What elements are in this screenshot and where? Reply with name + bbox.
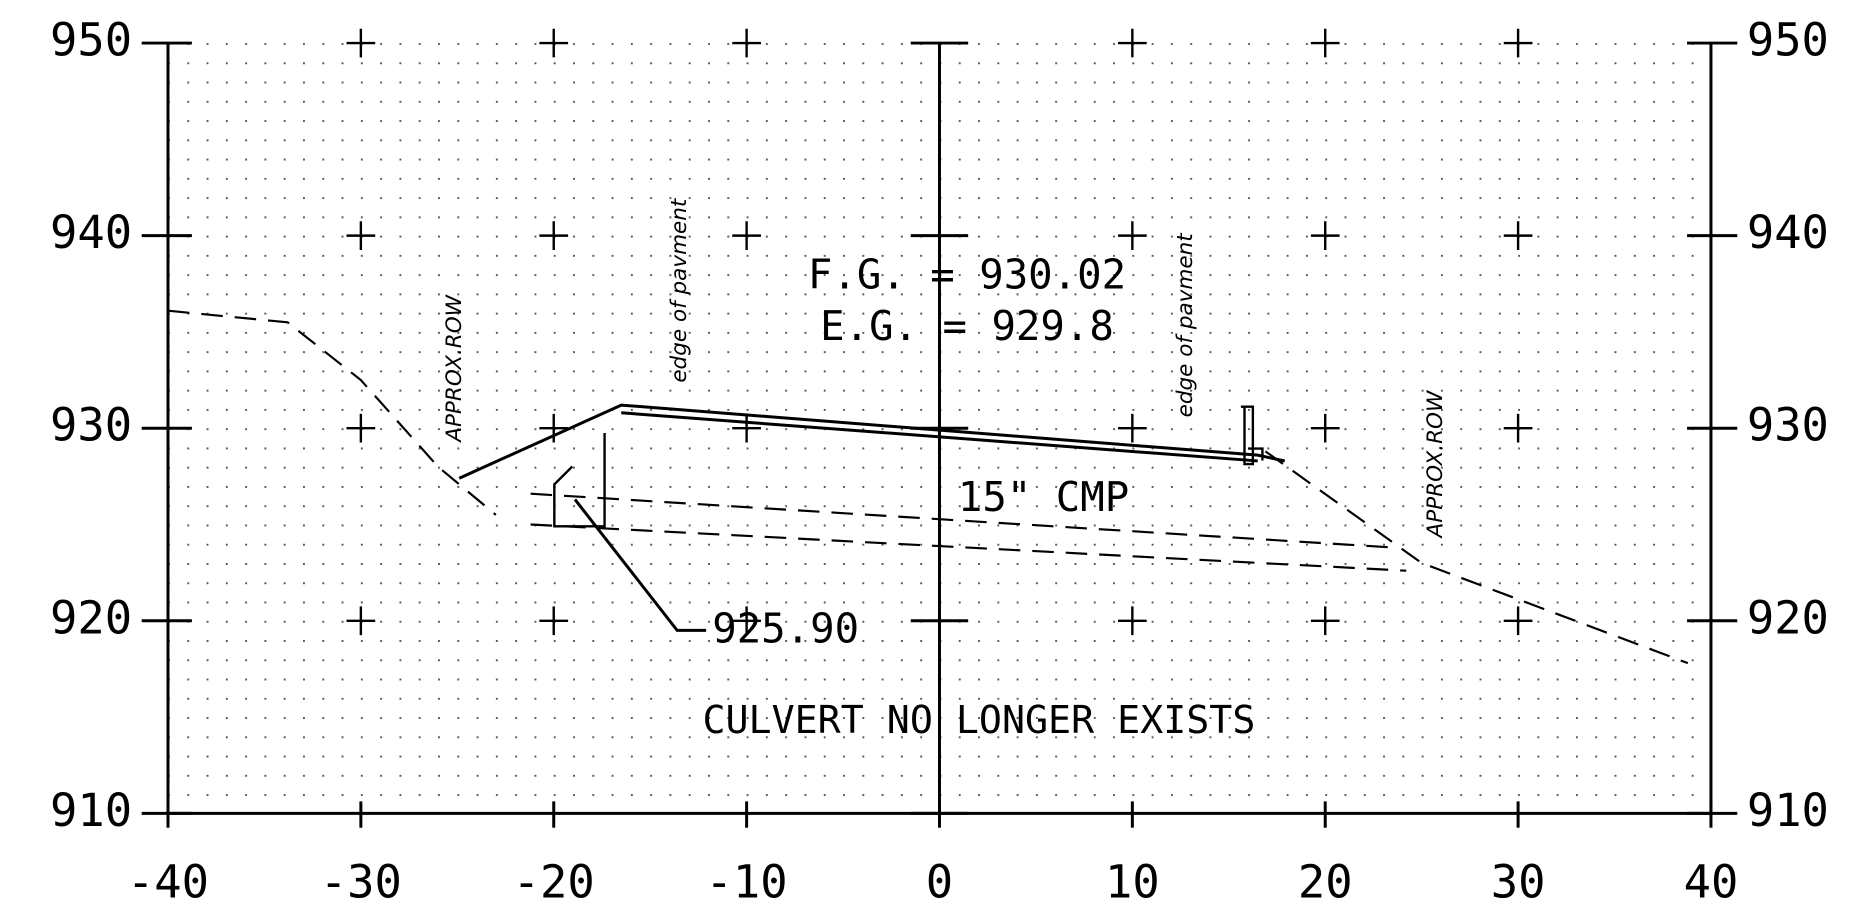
x-tick-label: -40 bbox=[127, 856, 209, 909]
annotation: edge of pavment bbox=[667, 197, 692, 383]
grid-cross bbox=[732, 221, 761, 250]
grid-cross bbox=[732, 606, 761, 636]
grid-cross bbox=[1310, 28, 1340, 58]
x-tick-label: 40 bbox=[1684, 856, 1739, 909]
grid-cross bbox=[346, 413, 376, 443]
grid-cross bbox=[732, 28, 761, 58]
y-tick-label: 940 bbox=[1747, 206, 1829, 259]
profile-line bbox=[530, 523, 1407, 572]
x-tick-label: 30 bbox=[1491, 856, 1546, 909]
profile-line bbox=[1264, 450, 1689, 665]
x-tick-label: 20 bbox=[1298, 856, 1353, 909]
annotation: APPROX.ROW bbox=[1423, 390, 1448, 539]
annotation: 15" CMP bbox=[958, 473, 1129, 521]
profile-line bbox=[573, 498, 707, 632]
grid-cross bbox=[1503, 606, 1533, 636]
grid-cross bbox=[539, 606, 569, 636]
y-tick-label: 910 bbox=[50, 784, 132, 837]
annotation: APPROX.ROW bbox=[442, 294, 467, 443]
grid-cross bbox=[346, 606, 376, 636]
profile-line bbox=[167, 309, 497, 516]
y-tick-label: 950 bbox=[50, 14, 132, 67]
grid-cross bbox=[539, 413, 569, 443]
y-tick-label: 950 bbox=[1747, 14, 1829, 67]
profile-line bbox=[621, 411, 1258, 463]
grid-cross bbox=[346, 221, 376, 250]
x-tick-label: 0 bbox=[926, 856, 953, 909]
grid-cross bbox=[1117, 413, 1147, 443]
profile-line bbox=[458, 403, 1286, 480]
annotation: edge of pavment bbox=[1173, 232, 1198, 418]
grid-cross bbox=[1310, 606, 1340, 636]
grid-cross bbox=[1503, 221, 1533, 250]
grid-cross bbox=[1310, 413, 1340, 443]
profile-line bbox=[530, 492, 1395, 549]
x-tick-label: -20 bbox=[513, 856, 595, 909]
y-tick-label: 920 bbox=[1747, 591, 1829, 644]
annotation: E.G. = 929.8 bbox=[820, 302, 1114, 350]
y-tick-label: 940 bbox=[50, 206, 132, 259]
y-tick-label: 930 bbox=[1747, 399, 1829, 452]
annotation: CULVERT NO LONGER EXISTS bbox=[702, 698, 1255, 743]
annotation: F.G. = 930.02 bbox=[808, 250, 1126, 298]
grid-cross bbox=[732, 413, 761, 443]
grid-cross bbox=[1503, 413, 1533, 443]
grid-cross bbox=[539, 28, 569, 58]
grid-cross bbox=[1117, 221, 1147, 250]
y-tick-label: 930 bbox=[50, 399, 132, 452]
grid-cross bbox=[346, 28, 376, 58]
x-tick-label: -10 bbox=[706, 856, 788, 909]
grid-cross bbox=[1117, 28, 1147, 58]
grid-cross bbox=[1310, 221, 1340, 250]
y-tick-label: 920 bbox=[50, 591, 132, 644]
x-tick-label: -30 bbox=[320, 856, 402, 909]
annotation: 925.90 bbox=[712, 605, 859, 653]
x-tick-label: 10 bbox=[1105, 856, 1160, 909]
grid-cross bbox=[1503, 28, 1533, 58]
grid-cross bbox=[539, 221, 569, 250]
y-tick-label: 910 bbox=[1747, 784, 1829, 837]
grid-cross bbox=[1117, 606, 1147, 636]
